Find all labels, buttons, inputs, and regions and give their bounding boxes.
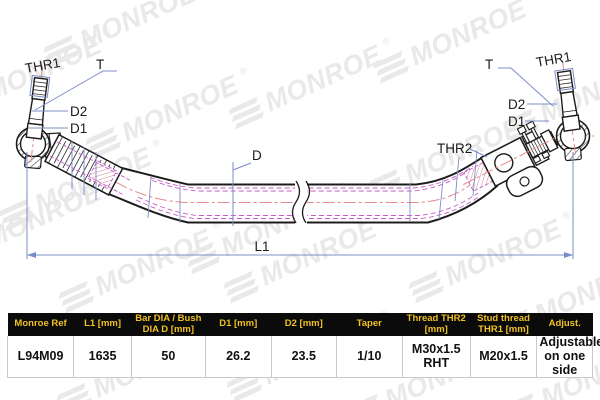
value-thread-thr2: M30x1.5 RHT bbox=[401, 336, 471, 379]
right-stud bbox=[554, 60, 581, 154]
monroe-chevron-icon bbox=[56, 382, 92, 400]
label-d2-right: D2 bbox=[508, 97, 525, 112]
dimension-arrows bbox=[27, 252, 573, 258]
label-d: D bbox=[252, 148, 262, 163]
value-taper: 1/10 bbox=[335, 336, 403, 379]
value-bar-dia: 50 bbox=[131, 336, 206, 379]
annotation-lines bbox=[26, 67, 574, 259]
col-bar-dia: Bar DIA / Bush DIA D [mm] bbox=[131, 313, 206, 336]
value-stud-thread-thr1: M20x1.5 bbox=[469, 336, 538, 379]
clamp-bolts bbox=[516, 120, 551, 164]
monroe-chevron-icon bbox=[348, 393, 384, 400]
value-d2: 23.5 bbox=[270, 336, 337, 379]
break-symbol bbox=[291, 180, 311, 226]
label-thr1-left: THR1 bbox=[24, 55, 61, 76]
label-d1-left: D1 bbox=[70, 121, 87, 136]
spec-header-row: Monroe Ref L1 [mm] Bar DIA / Bush DIA D … bbox=[7, 313, 593, 336]
col-adjust: Adjust. bbox=[536, 313, 593, 336]
spec-table: Monroe Ref L1 [mm] Bar DIA / Bush DIA D … bbox=[6, 313, 600, 379]
label-thr1-right: THR1 bbox=[535, 49, 572, 70]
clamp-assembly bbox=[463, 120, 562, 198]
label-t-right: T bbox=[485, 57, 493, 72]
thr1-thread-box-left bbox=[29, 74, 51, 98]
label-t-left: T bbox=[96, 57, 104, 72]
tie-rod-technical-drawing: THR1 T D2 D1 D L1 T THR1 D2 D1 THR2 bbox=[15, 49, 594, 259]
left-ball-joint bbox=[15, 66, 51, 170]
col-thread-thr2: Thread THR2 [mm] bbox=[402, 313, 471, 336]
col-monroe-ref: Monroe Ref bbox=[7, 313, 74, 336]
col-l1: L1 [mm] bbox=[73, 313, 132, 336]
monroe-chevron-icon bbox=[504, 392, 540, 400]
col-d2: D2 [mm] bbox=[271, 313, 337, 336]
left-stud bbox=[25, 66, 51, 162]
drawing-labels: THR1 T D2 D1 D L1 T THR1 D2 D1 THR2 bbox=[24, 49, 572, 254]
label-d2-left: D2 bbox=[70, 104, 87, 119]
col-stud-thread-thr1: Stud thread THR1 [mm] bbox=[470, 313, 537, 336]
value-adjust: Adjustable on one side bbox=[536, 335, 600, 379]
spec-value-row: L94M09 1635 50 26.2 23.5 1/10 M30x1.5 RH… bbox=[6, 335, 600, 379]
thread-engagement-left bbox=[87, 160, 118, 190]
value-l1: 1635 bbox=[73, 336, 132, 379]
label-d1-right: D1 bbox=[508, 114, 525, 129]
col-d1: D1 [mm] bbox=[205, 313, 272, 336]
right-ball-joint bbox=[554, 60, 591, 162]
value-d1: 26.2 bbox=[204, 336, 272, 379]
label-thr2: THR2 bbox=[437, 141, 472, 156]
thr1-thread-box-right bbox=[554, 67, 576, 92]
col-taper: Taper bbox=[336, 313, 403, 336]
value-monroe-ref: L94M09 bbox=[6, 336, 75, 379]
label-l1: L1 bbox=[254, 239, 269, 254]
construction-ticks bbox=[71, 141, 478, 223]
